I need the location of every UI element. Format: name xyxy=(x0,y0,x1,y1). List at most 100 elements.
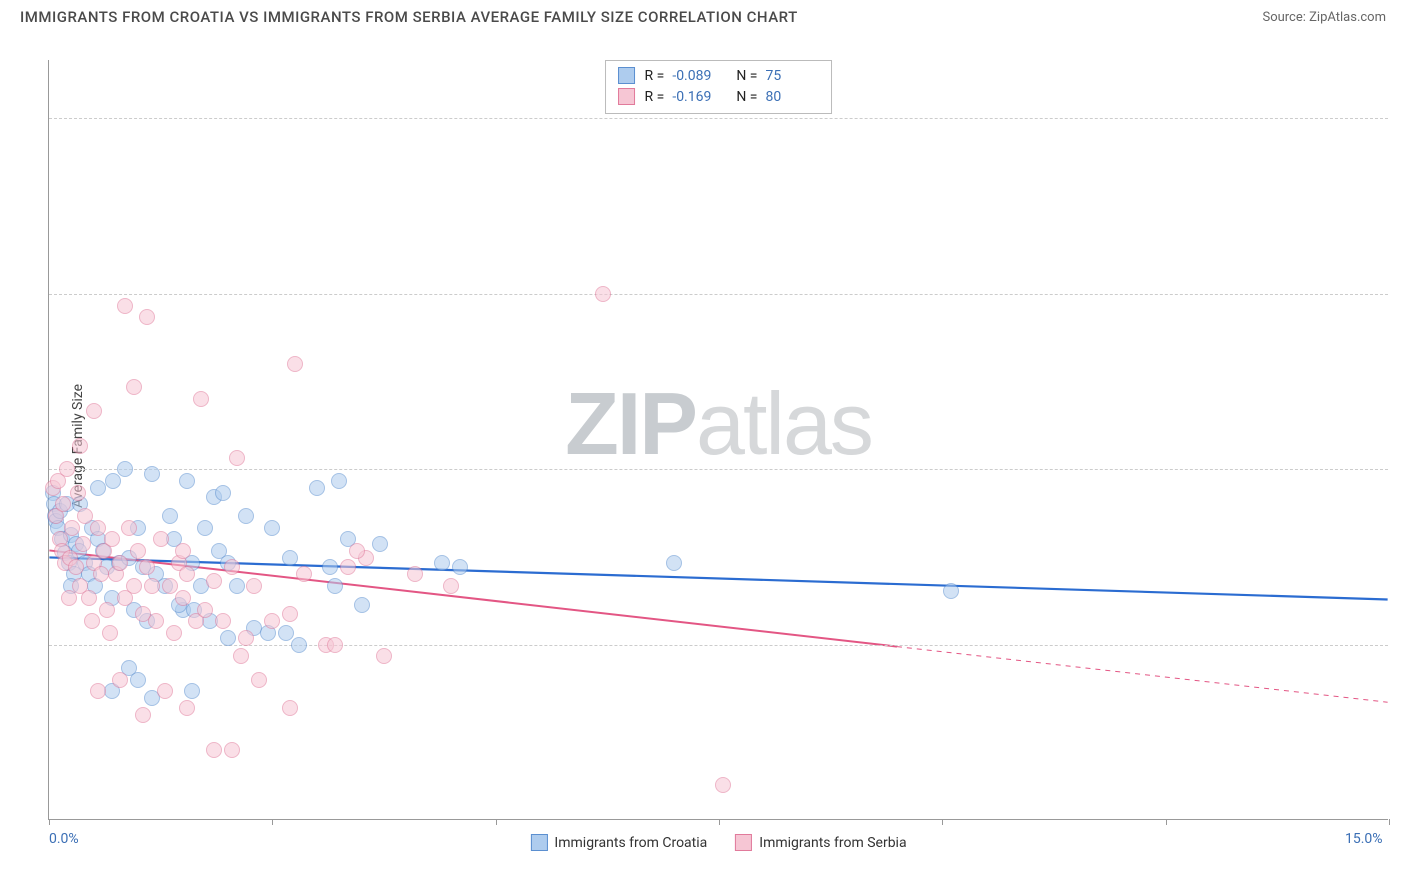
r-label: R = xyxy=(645,68,665,84)
scatter-point xyxy=(595,286,611,302)
scatter-point xyxy=(354,597,370,613)
scatter-point xyxy=(55,496,71,512)
scatter-point xyxy=(70,485,86,501)
scatter-point xyxy=(175,590,191,606)
scatter-point xyxy=(112,555,128,571)
scatter-point xyxy=(61,590,77,606)
n-value-croatia: 75 xyxy=(765,68,819,84)
scatter-point xyxy=(68,559,84,575)
x-tick xyxy=(1166,819,1167,825)
scatter-point xyxy=(179,566,195,582)
scatter-point xyxy=(215,613,231,629)
r-label: R = xyxy=(645,89,665,105)
scatter-point xyxy=(81,590,97,606)
source-label: Source: ZipAtlas.com xyxy=(1262,10,1386,25)
grid-line xyxy=(49,118,1388,119)
scatter-point xyxy=(372,536,388,552)
x-tick-label: 15.0% xyxy=(1345,831,1383,847)
legend-label-croatia: Immigrants from Croatia xyxy=(554,835,707,851)
scatter-point xyxy=(340,559,356,575)
scatter-point xyxy=(179,473,195,489)
grid-line xyxy=(49,469,1388,470)
scatter-point xyxy=(175,543,191,559)
scatter-point xyxy=(291,637,307,653)
x-tick xyxy=(272,819,273,825)
scatter-point xyxy=(443,578,459,594)
chart-plot-area: ZIPatlas R = -0.089 N = 75 R = -0.169 N … xyxy=(48,60,1388,820)
scatter-point xyxy=(84,613,100,629)
scatter-point xyxy=(193,391,209,407)
scatter-point xyxy=(197,520,213,536)
scatter-point xyxy=(117,461,133,477)
legend-item-croatia: Immigrants from Croatia xyxy=(530,834,707,851)
scatter-point xyxy=(282,606,298,622)
grid-line xyxy=(49,294,1388,295)
n-label: N = xyxy=(736,89,757,105)
scatter-point xyxy=(104,531,120,547)
scatter-point xyxy=(166,625,182,641)
scatter-point xyxy=(102,625,118,641)
regression-line-extrapolated xyxy=(897,647,1388,703)
scatter-point xyxy=(229,578,245,594)
scatter-point xyxy=(238,630,254,646)
x-tick xyxy=(496,819,497,825)
scatter-point xyxy=(148,613,164,629)
chart-title: IMMIGRANTS FROM CROATIA VS IMMIGRANTS FR… xyxy=(20,8,798,26)
stats-legend: R = -0.089 N = 75 R = -0.169 N = 80 xyxy=(605,60,833,114)
scatter-point xyxy=(251,672,267,688)
n-label: N = xyxy=(736,68,757,84)
x-tick xyxy=(1389,819,1390,825)
x-tick xyxy=(942,819,943,825)
scatter-point xyxy=(139,559,155,575)
title-bar: IMMIGRANTS FROM CROATIA VS IMMIGRANTS FR… xyxy=(0,0,1406,30)
scatter-point xyxy=(135,707,151,723)
scatter-point xyxy=(715,777,731,793)
legend-swatch-serbia xyxy=(735,834,752,851)
scatter-point xyxy=(264,520,280,536)
scatter-point xyxy=(77,508,93,524)
grid-line xyxy=(49,645,1388,646)
r-value-croatia: -0.089 xyxy=(672,68,726,84)
scatter-point xyxy=(220,630,236,646)
scatter-point xyxy=(126,379,142,395)
swatch-croatia xyxy=(618,67,635,84)
scatter-point xyxy=(121,520,137,536)
scatter-point xyxy=(144,466,160,482)
watermark-atlas: atlas xyxy=(696,374,872,473)
scatter-point xyxy=(72,438,88,454)
scatter-point xyxy=(407,566,423,582)
scatter-point xyxy=(117,298,133,314)
scatter-point xyxy=(229,450,245,466)
scatter-point xyxy=(144,578,160,594)
scatter-point xyxy=(130,672,146,688)
scatter-point xyxy=(238,508,254,524)
scatter-point xyxy=(246,578,262,594)
scatter-point xyxy=(90,683,106,699)
scatter-point xyxy=(184,683,200,699)
scatter-point xyxy=(331,473,347,489)
scatter-point xyxy=(322,559,338,575)
scatter-point xyxy=(99,602,115,618)
scatter-point xyxy=(296,566,312,582)
scatter-point xyxy=(206,742,222,758)
scatter-point xyxy=(64,520,80,536)
scatter-point xyxy=(349,543,365,559)
y-tick-label: 2.75 xyxy=(1393,637,1406,653)
y-tick-label: 3.50 xyxy=(1393,461,1406,477)
scatter-point xyxy=(233,648,249,664)
n-value-serbia: 80 xyxy=(765,89,819,105)
scatter-point xyxy=(434,555,450,571)
scatter-point xyxy=(452,559,468,575)
scatter-point xyxy=(264,613,280,629)
stats-row-serbia: R = -0.169 N = 80 xyxy=(618,86,820,107)
scatter-point xyxy=(206,573,222,589)
watermark-zip: ZIP xyxy=(565,374,696,473)
scatter-point xyxy=(376,648,392,664)
scatter-point xyxy=(130,543,146,559)
scatter-point xyxy=(327,578,343,594)
x-tick-label: 0.0% xyxy=(49,831,79,847)
scatter-point xyxy=(90,480,106,496)
scatter-point xyxy=(157,683,173,699)
legend-item-serbia: Immigrants from Serbia xyxy=(735,834,906,851)
scatter-point xyxy=(162,508,178,524)
